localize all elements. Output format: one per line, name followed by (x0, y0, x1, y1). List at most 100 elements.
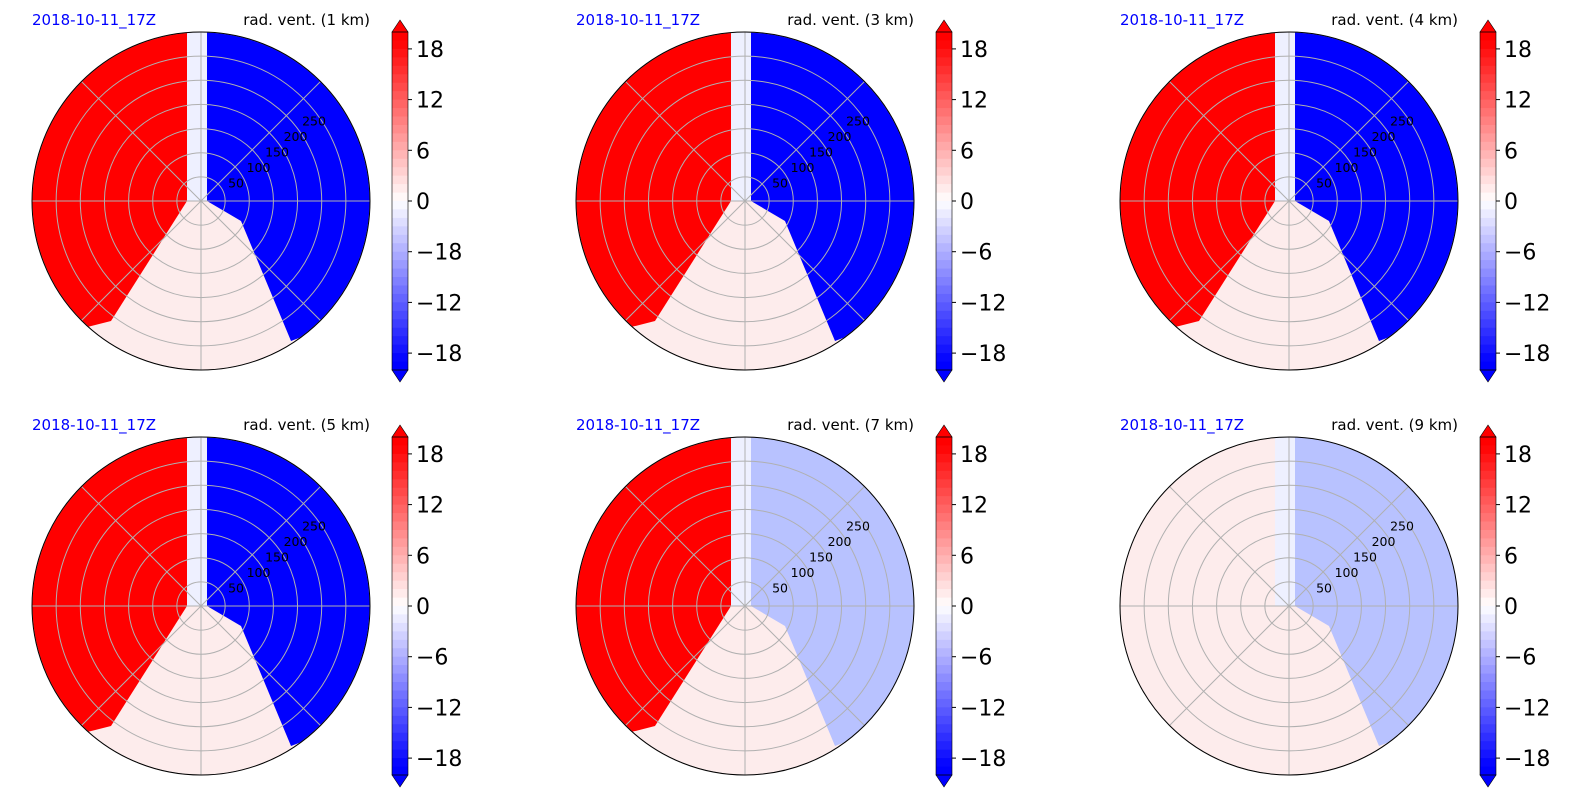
colorbar-level (392, 648, 408, 658)
colorbar-level (392, 251, 408, 261)
colorbar-level (1480, 665, 1496, 675)
colorbar-level (936, 65, 952, 75)
colorbar-tick-label: 18 (960, 443, 988, 468)
date-label: 2018-10-11_17Z (1120, 11, 1244, 30)
colorbar-level (1480, 285, 1496, 295)
colorbar-level (936, 48, 952, 58)
colorbar-level (1480, 589, 1496, 599)
colorbar-level (392, 707, 408, 717)
ring-label: 250 (846, 519, 870, 534)
colorbar-level (1480, 715, 1496, 725)
colorbar-level (1480, 319, 1496, 329)
panel-title: rad. vent. (4 km) (1331, 11, 1458, 29)
colorbar-level (936, 319, 952, 329)
colorbar-level (1480, 234, 1496, 244)
colorbar-level (1480, 445, 1496, 455)
colorbar-level (936, 724, 952, 734)
colorbar-level (1480, 546, 1496, 556)
colorbar-level (392, 580, 408, 590)
colorbar-level (936, 639, 952, 649)
colorbar-level (392, 521, 408, 531)
polar-plot-area (576, 32, 914, 370)
grid-spoke (744, 486, 865, 607)
colorbar-level (1480, 749, 1496, 759)
colorbar-tick-label: −18 (416, 342, 462, 367)
colorbar-level (392, 108, 408, 117)
colorbar-level (936, 682, 952, 691)
colorbar-level (936, 758, 952, 768)
date-label: 2018-10-11_17Z (576, 11, 700, 30)
colorbar-level (392, 141, 408, 151)
colorbar-tick-label: 12 (960, 494, 988, 519)
polar-outline (1119, 436, 1459, 776)
colorbar-level (392, 665, 408, 675)
colorbar-level (936, 563, 952, 573)
grid-spoke (625, 486, 746, 607)
colorbar-level (1480, 40, 1496, 50)
colorbar-level (392, 192, 408, 202)
colorbar-level (392, 319, 408, 329)
region-east (1295, 32, 1458, 341)
colorbar-level (936, 529, 952, 539)
colorbar-level (392, 201, 408, 210)
grid-spoke (744, 200, 865, 321)
colorbar-level (936, 201, 952, 210)
colorbar-level (1480, 606, 1496, 615)
colorbar-level (936, 707, 952, 717)
colorbar-level (392, 496, 408, 506)
colorbar-level (1480, 698, 1496, 708)
colorbar-level (1480, 336, 1496, 346)
colorbar-level (1480, 184, 1496, 194)
colorbar-level (392, 698, 408, 708)
ring-label: 200 (284, 129, 308, 144)
colorbar-tick-label: 12 (960, 89, 988, 114)
grid-spoke (200, 486, 321, 607)
colorbar-level (392, 65, 408, 75)
colorbar-level (1480, 529, 1496, 539)
colorbar-level (392, 555, 408, 565)
colorbar-level (392, 40, 408, 50)
colorbar-level (936, 133, 952, 143)
colorbar-level (392, 158, 408, 168)
colorbar-tick-label: 18 (416, 443, 444, 468)
grid-spoke (81, 200, 202, 321)
colorbar-tick-label: 12 (1504, 89, 1532, 114)
colorbar-level (392, 741, 408, 751)
colorbar-tick-label: 12 (416, 89, 444, 114)
colorbar-level (392, 572, 408, 582)
date-label: 2018-10-11_17Z (32, 11, 156, 30)
colorbar-level (936, 175, 952, 185)
ring-label: 100 (1335, 565, 1359, 580)
ring-label: 250 (1390, 519, 1414, 534)
colorbar: 18 12 6 0 −6 −12 −18 (1479, 424, 1550, 788)
colorbar-level (936, 302, 952, 312)
region-north-strip (1275, 437, 1295, 606)
ring-label: 200 (828, 534, 852, 549)
colorbar-level (936, 310, 952, 320)
region-north-strip (1275, 32, 1295, 201)
grid-spoke (744, 605, 865, 726)
colorbar-level (1480, 268, 1496, 278)
colorbar-level (1480, 521, 1496, 531)
colorbar-tick-label: −6 (960, 646, 992, 671)
colorbar-extend-min (935, 774, 953, 788)
colorbar-tick-label: 0 (960, 190, 974, 215)
colorbar-level (1480, 167, 1496, 177)
colorbar-level (392, 167, 408, 177)
colorbar-level (1480, 496, 1496, 506)
colorbar-level (1480, 201, 1496, 210)
colorbar-level (936, 141, 952, 151)
colorbar-tick-label: 0 (1504, 595, 1518, 620)
colorbar-level (1480, 65, 1496, 75)
colorbar-level (936, 277, 952, 286)
colorbar-level (936, 453, 952, 463)
colorbar-level (392, 99, 408, 109)
ring-label: 50 (772, 581, 788, 596)
colorbar-level (1480, 741, 1496, 751)
colorbar-level (936, 336, 952, 346)
colorbar-level (392, 682, 408, 691)
colorbar-level (392, 589, 408, 599)
colorbar-level (1480, 344, 1496, 354)
colorbar-level (936, 226, 952, 236)
